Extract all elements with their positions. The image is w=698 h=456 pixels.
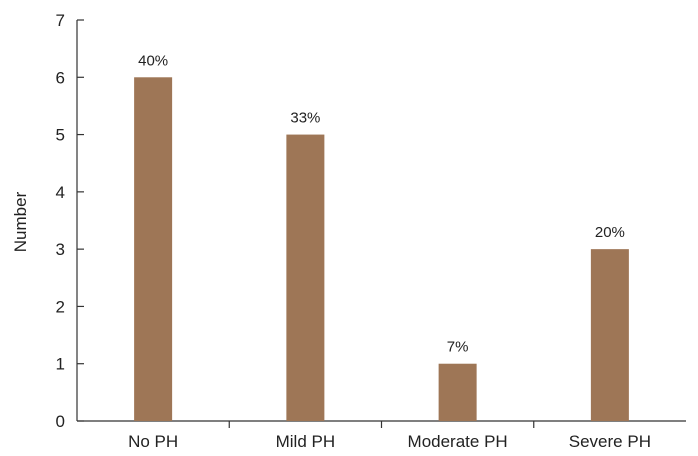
y-tick-label-4: 4 (56, 183, 65, 202)
x-tick-label-1: Mild PH (276, 432, 336, 451)
data-label-1: 33% (290, 110, 320, 127)
bar-1 (286, 134, 325, 422)
x-axis: No PH Mild PH Moderate PH Severe PH (77, 420, 686, 451)
y-axis-title: Number (11, 191, 30, 252)
data-labels: 40% 33% 7% 20% (138, 52, 625, 355)
y-axis: 0 1 2 3 4 5 6 7 (56, 11, 84, 431)
data-label-0: 40% (138, 52, 168, 69)
y-tick-label-5: 5 (56, 126, 65, 145)
data-label-2: 7% (447, 339, 469, 356)
y-ticks: 0 1 2 3 4 5 6 7 (56, 11, 84, 431)
x-tick-label-2: Moderate PH (408, 432, 508, 451)
y-tick-label-0: 0 (56, 412, 65, 431)
y-tick-label-3: 3 (56, 240, 65, 259)
bar-3 (590, 249, 629, 421)
y-tick-label-7: 7 (56, 11, 65, 30)
x-ticks: No PH Mild PH Moderate PH Severe PH (128, 421, 651, 451)
bar-2 (438, 363, 477, 421)
y-tick-label-6: 6 (56, 68, 65, 87)
x-tick-label-3: Severe PH (569, 432, 651, 451)
y-tick-label-1: 1 (56, 355, 65, 374)
data-label-3: 20% (595, 224, 625, 241)
bar-0 (134, 77, 173, 422)
x-tick-label-0: No PH (128, 432, 178, 451)
y-tick-label-2: 2 (56, 297, 65, 316)
bars (134, 77, 629, 422)
